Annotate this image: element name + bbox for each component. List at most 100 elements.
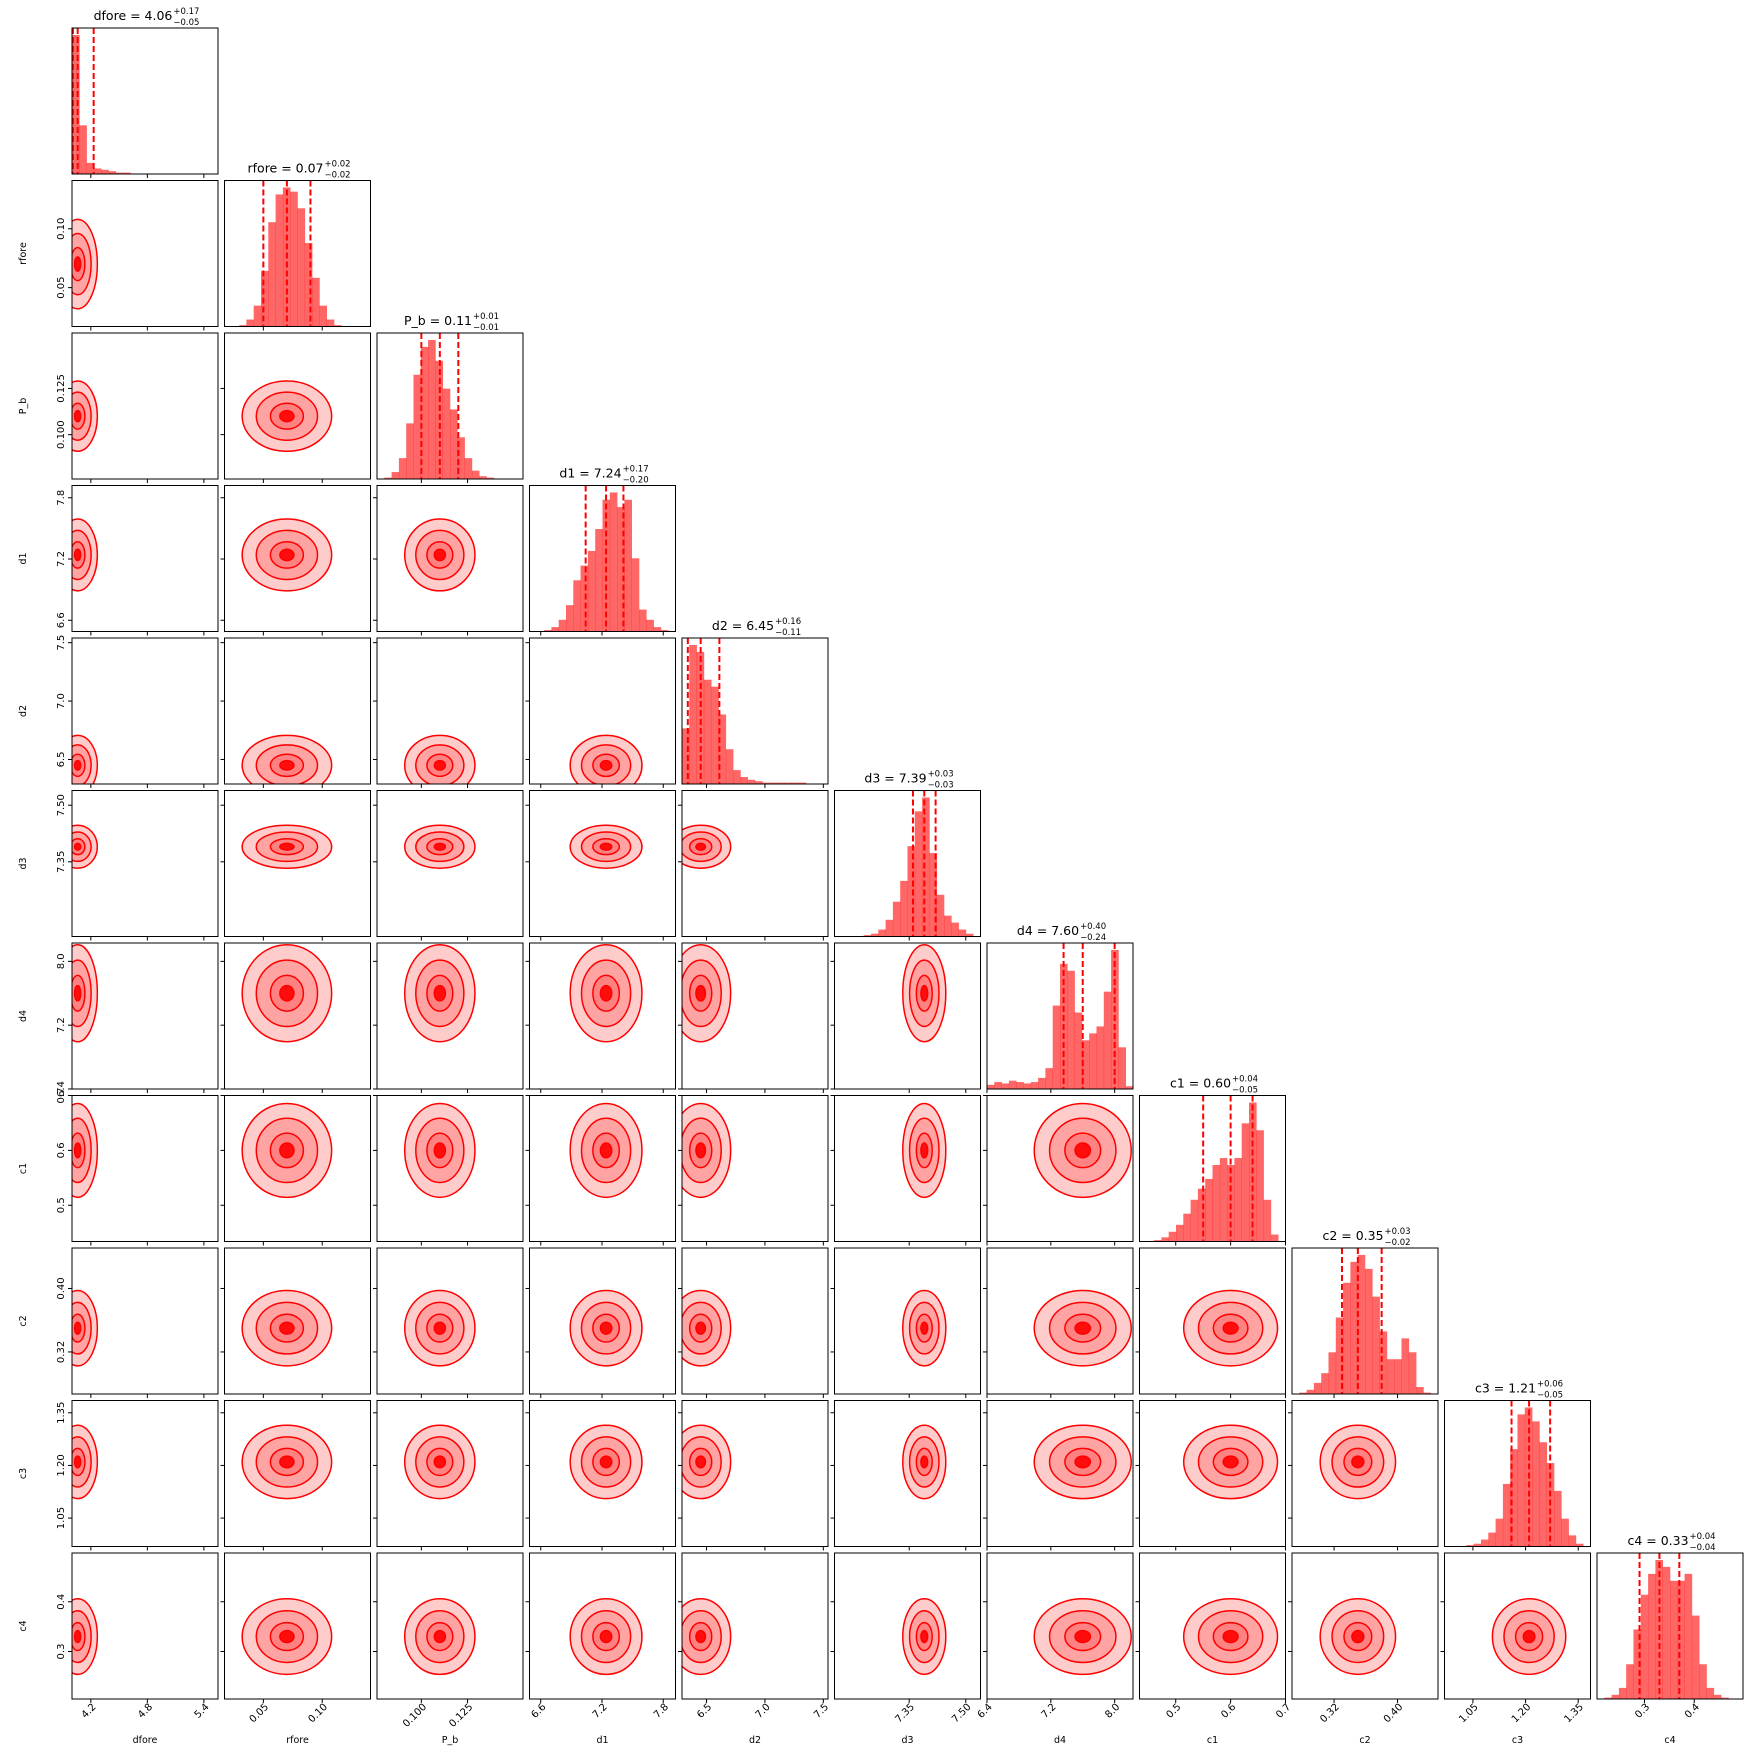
histogram-bar [115, 172, 124, 174]
panel-frame [376, 1247, 524, 1395]
contour [599, 984, 613, 1002]
contour [279, 409, 295, 423]
histogram-bar [544, 630, 552, 632]
contour [682, 944, 732, 1043]
contour [682, 1424, 732, 1500]
contour [433, 548, 447, 562]
panel-frame [71, 1247, 219, 1395]
y-tick-label: 1.35 [56, 1402, 67, 1424]
contour [279, 1321, 295, 1335]
panel-frame [224, 942, 371, 1090]
histogram-bar [617, 507, 625, 632]
title-lower: −0.24 [1080, 933, 1106, 943]
panel-frame [71, 1095, 219, 1242]
panel-frame [681, 1400, 829, 1547]
histogram-bar [261, 270, 269, 327]
panel-frame [529, 485, 676, 632]
x-tick-label: 4.2 [80, 1702, 99, 1721]
x-axis-label: c2 [1359, 1735, 1370, 1746]
panel-frame [834, 1247, 981, 1395]
panel [1299, 1248, 1431, 1394]
x-tick-label: 8.0 [1103, 1702, 1122, 1721]
histogram-bar [951, 922, 959, 937]
histogram-bar [922, 797, 930, 937]
title-upper: +0.06 [1537, 1380, 1563, 1390]
histogram-bar [457, 437, 465, 479]
histogram-bar [1532, 1421, 1540, 1547]
panel-frame [986, 1552, 1134, 1700]
title-upper: +0.03 [1385, 1227, 1411, 1237]
title-lower: −0.05 [173, 18, 199, 28]
panel-frame [71, 942, 219, 1090]
title-lower: −0.01 [473, 323, 499, 333]
x-axis-label: dfore [133, 1735, 158, 1746]
histogram-bar [1270, 1234, 1279, 1242]
contour [72, 1117, 92, 1184]
panel-frame [224, 790, 371, 937]
panel-frame [1139, 1552, 1286, 1700]
panel-title: d1 = 7.24 [559, 466, 621, 481]
histogram-bar [755, 781, 763, 784]
x-tick-label: 7.2 [1040, 1702, 1059, 1721]
histogram-bar [914, 811, 923, 937]
panel [241, 1289, 333, 1367]
panel-frame [529, 1247, 676, 1395]
y-tick-label: 7.2 [56, 1017, 67, 1033]
panel-frame [529, 790, 676, 937]
x-tick-label: 0.5 [1164, 1702, 1183, 1721]
histogram-bar [428, 339, 436, 479]
histogram-bar [1575, 1543, 1584, 1547]
panel-frame [986, 1095, 1134, 1242]
contour [695, 1321, 707, 1335]
histogram-bar [994, 1082, 1002, 1089]
panel-title: d4 = 7.60 [1017, 923, 1079, 938]
y-tick-label: 1.05 [56, 1507, 67, 1529]
histogram-bar [1118, 1047, 1126, 1089]
contour [1222, 1629, 1239, 1644]
panel-frame [71, 332, 219, 480]
contour [433, 984, 447, 1002]
histogram-bar [1089, 1033, 1097, 1089]
contour [72, 959, 92, 1028]
panel [72, 218, 99, 310]
histogram-bar [1299, 1392, 1307, 1394]
y-axis-label: c2 [18, 1315, 29, 1326]
panel-title: d3 = 7.39 [864, 771, 926, 786]
histogram-bar [1205, 1178, 1213, 1242]
panel [987, 943, 1133, 1089]
histogram-bar [987, 1084, 995, 1089]
histogram-bar [1321, 1373, 1329, 1394]
contour [1222, 1455, 1239, 1469]
x-axis-label: d3 [901, 1735, 913, 1746]
contour [433, 842, 447, 851]
histogram-bar [86, 162, 95, 174]
y-tick-label: 0.40 [56, 1277, 67, 1299]
panel [72, 28, 131, 174]
histogram-bar [1125, 1086, 1133, 1089]
histogram-bar [1510, 1449, 1518, 1547]
panel [241, 380, 333, 453]
panel-frame [1291, 1400, 1439, 1547]
panel-title: P_b = 0.11 [404, 313, 472, 328]
y-tick-label: 0.5 [56, 1197, 67, 1213]
contour [72, 1436, 92, 1488]
panel-frame [1291, 1247, 1439, 1395]
panel [544, 485, 669, 632]
contour [73, 1142, 82, 1159]
histogram-bar [682, 728, 690, 784]
panel [72, 1102, 99, 1199]
histogram-bar [1618, 1687, 1627, 1699]
y-tick-label: 1.20 [56, 1454, 67, 1476]
histogram-bar [646, 619, 654, 632]
histogram-bar [1197, 1188, 1206, 1242]
panel [1154, 1095, 1279, 1242]
histogram-bar [602, 499, 611, 632]
histogram-bar [479, 476, 487, 479]
panel-frame [1444, 1552, 1591, 1700]
contour [73, 1629, 82, 1644]
panel-frame [834, 790, 981, 937]
title-lower: −0.03 [928, 781, 954, 791]
title-lower: −0.04 [1690, 1543, 1716, 1553]
panel-frame [71, 27, 219, 175]
contour [241, 734, 333, 784]
